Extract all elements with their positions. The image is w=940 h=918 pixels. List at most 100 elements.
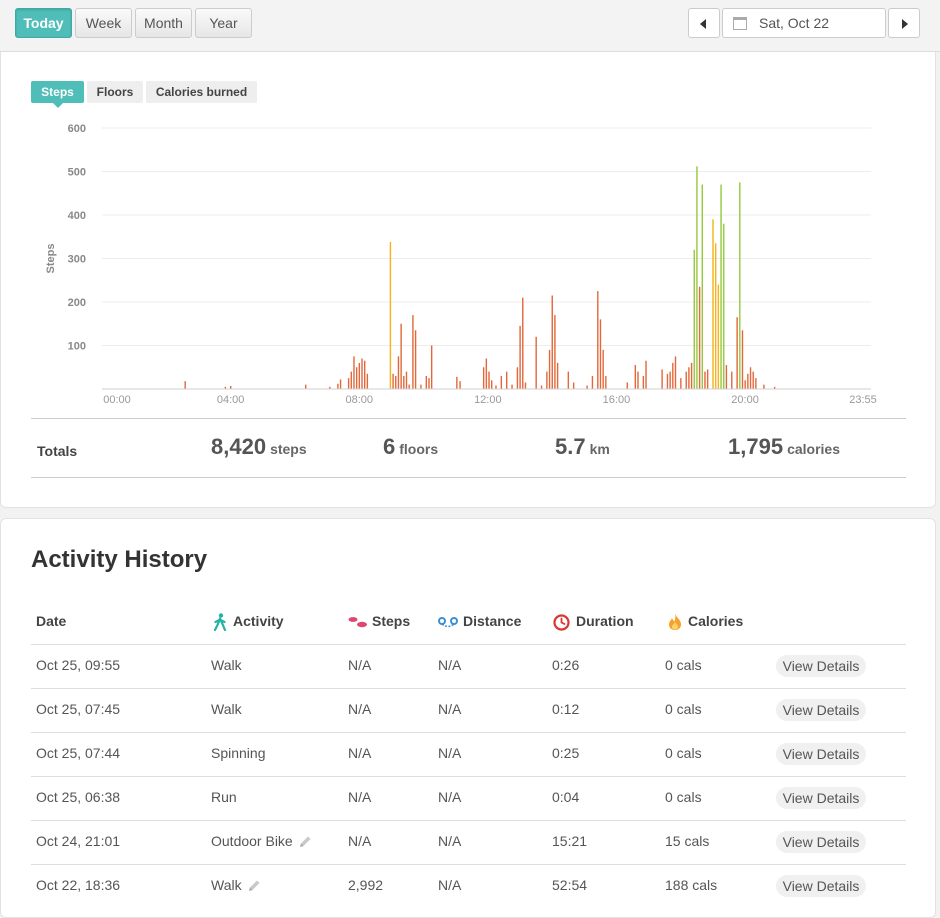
total-steps-value: 8,420 <box>211 434 267 459</box>
step-bar <box>669 371 671 389</box>
column-header-activity-label: Activity <box>233 613 284 629</box>
step-bar <box>389 241 392 389</box>
step-bar <box>763 384 765 389</box>
row-divider <box>31 644 906 645</box>
tab-year[interactable]: Year <box>195 8 252 38</box>
step-bar <box>490 380 493 389</box>
section-title: Activity History <box>31 546 208 573</box>
tab-today[interactable]: Today <box>15 8 72 38</box>
y-axis-label: Steps <box>45 244 57 274</box>
total-steps: 8,420 steps <box>211 434 307 460</box>
step-bar <box>690 362 693 389</box>
row-divider <box>31 820 906 821</box>
step-bar <box>524 382 527 389</box>
tab-week[interactable]: Week <box>75 8 132 38</box>
step-bar <box>353 356 355 389</box>
total-floors: 6 floors <box>383 434 438 460</box>
cell-date: Oct 25, 06:38 <box>36 789 120 805</box>
cell-activity: Spinning <box>211 745 266 761</box>
x-tick-label: 23:55 <box>849 394 877 406</box>
step-bar <box>358 362 361 389</box>
cell-activity: Walk <box>211 701 242 717</box>
x-tick-label: 20:00 <box>731 394 759 406</box>
next-day-button[interactable] <box>888 8 920 38</box>
step-bar <box>516 367 519 389</box>
cell-distance-text: N/A <box>438 833 462 849</box>
cell-distance-text: N/A <box>438 701 462 717</box>
cell-activity-text: Spinning <box>211 745 266 761</box>
tab-month[interactable]: Month <box>135 8 192 38</box>
step-bar <box>642 375 645 389</box>
step-bar <box>749 367 752 389</box>
total-distance-unit: km <box>589 441 610 457</box>
step-bar <box>752 371 754 389</box>
cell-activity: Walk <box>211 877 262 894</box>
step-bar <box>305 384 307 389</box>
pencil-icon[interactable] <box>246 878 262 894</box>
cell-calories-text: 0 cals <box>665 745 702 761</box>
step-bar <box>741 330 744 389</box>
step-bar <box>674 356 677 389</box>
view-details-button[interactable]: View Details <box>776 743 866 765</box>
step-bar <box>599 319 602 389</box>
cell-duration-text: 0:04 <box>552 789 580 805</box>
cell-steps: 2,992 <box>348 877 383 893</box>
metric-tab-steps[interactable]: Steps <box>31 81 84 108</box>
route-icon <box>438 617 458 628</box>
step-bar <box>626 382 628 389</box>
steps-chart-card: Steps Floors Calories burned 100 200 300 40… <box>0 52 936 508</box>
view-details-button[interactable]: View Details <box>776 875 866 897</box>
step-bar <box>522 297 524 389</box>
step-bar <box>723 223 725 389</box>
cell-activity-text: Run <box>211 789 237 805</box>
step-bar <box>701 184 703 389</box>
total-distance-value: 5.7 <box>555 434 586 459</box>
metric-tab-calories[interactable]: Calories burned <box>146 81 257 103</box>
walking-person-icon <box>213 613 227 632</box>
pencil-icon[interactable] <box>297 834 313 850</box>
step-bar <box>363 360 366 389</box>
column-header-calories-label: Calories <box>688 613 744 629</box>
cell-date-text: Oct 24, 21:01 <box>36 833 121 849</box>
column-header-distance: Distance <box>438 613 521 629</box>
total-floors-value: 6 <box>383 434 396 459</box>
column-header-distance-label: Distance <box>463 613 522 629</box>
step-bar <box>485 358 488 389</box>
cell-duration: 0:12 <box>552 701 579 717</box>
cell-activity-text: Outdoor Bike <box>211 833 293 849</box>
prev-day-button[interactable] <box>688 8 720 38</box>
cell-steps-text: 2,992 <box>348 877 384 893</box>
row-divider <box>31 688 906 689</box>
view-details-button[interactable]: View Details <box>776 699 866 721</box>
metric-tab-floors[interactable]: Floors <box>87 81 143 103</box>
cell-steps-text: N/A <box>348 745 372 761</box>
step-bar <box>230 385 232 389</box>
cell-date: Oct 25, 07:44 <box>36 745 120 761</box>
step-bar <box>420 384 422 389</box>
view-details-button[interactable]: View Details <box>776 787 866 809</box>
step-bar <box>602 349 604 389</box>
cell-duration-text: 15:21 <box>552 833 588 849</box>
cell-calories: 0 cals <box>665 789 702 805</box>
step-bar <box>773 386 776 389</box>
cell-date-text: Oct 25, 06:38 <box>36 789 121 805</box>
view-details-button[interactable]: View Details <box>776 831 866 853</box>
step-bar <box>329 386 331 389</box>
caret-right-icon <box>902 19 908 29</box>
step-bar <box>540 385 543 389</box>
date-picker[interactable]: Sat, Oct 22 <box>722 8 886 38</box>
flame-icon <box>669 614 681 631</box>
view-details-button[interactable]: View Details <box>776 655 866 677</box>
calendar-icon <box>733 17 747 30</box>
column-header-date: Date <box>36 613 66 629</box>
cell-calories-text: 15 cals <box>665 833 710 849</box>
total-calories-unit: calories <box>787 441 840 457</box>
totals-divider-bottom <box>31 477 906 478</box>
total-floors-unit: floors <box>399 441 439 457</box>
step-bar <box>680 378 682 389</box>
step-bar <box>572 382 575 389</box>
cell-date: Oct 22, 18:36 <box>36 877 120 893</box>
step-bar <box>567 371 570 389</box>
step-bar <box>366 373 369 389</box>
cell-duration: 0:25 <box>552 745 579 761</box>
